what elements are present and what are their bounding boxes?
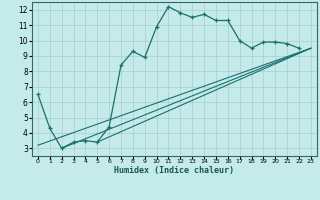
X-axis label: Humidex (Indice chaleur): Humidex (Indice chaleur) bbox=[115, 166, 234, 175]
